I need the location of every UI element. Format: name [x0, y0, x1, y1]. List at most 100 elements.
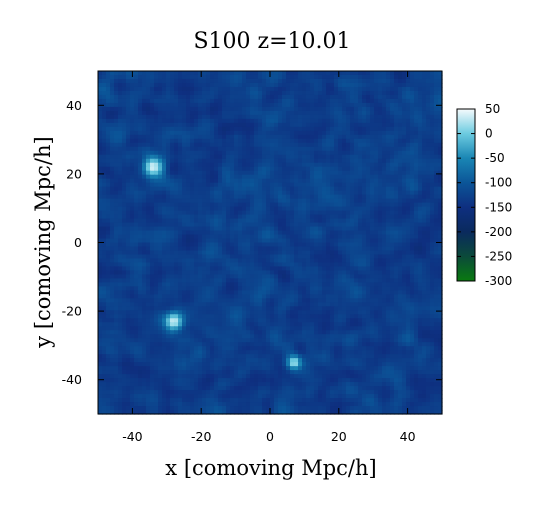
heatmap-cell	[414, 106, 419, 112]
heatmap-cell	[242, 170, 247, 176]
heatmap-cell	[250, 210, 255, 216]
heatmap-cell	[422, 286, 427, 291]
heatmap-cell	[158, 266, 163, 272]
heatmap-cell	[238, 118, 243, 124]
heatmap-cell	[330, 278, 335, 283]
heatmap-cell	[270, 254, 275, 260]
heatmap-cell	[210, 298, 215, 303]
heatmap-cell	[246, 234, 251, 240]
heatmap-cell	[286, 122, 291, 128]
heatmap-cell	[270, 130, 275, 136]
heatmap-cell	[98, 178, 103, 184]
heatmap-cell	[390, 214, 395, 220]
heatmap-cell	[278, 266, 283, 272]
heatmap-cell	[402, 114, 407, 120]
heatmap-cell	[286, 134, 291, 140]
heatmap-cell	[274, 130, 279, 136]
heatmap-cell	[418, 282, 423, 287]
heatmap-cell	[322, 282, 327, 287]
heatmap-cell	[402, 218, 407, 224]
heatmap-cell	[430, 74, 435, 80]
heatmap-cell	[426, 186, 431, 192]
heatmap-cell	[142, 82, 147, 88]
heatmap-cell	[254, 78, 259, 84]
heatmap-cell	[370, 246, 375, 252]
heatmap-cell	[414, 162, 419, 168]
heatmap-cell	[414, 142, 419, 148]
heatmap-cell	[146, 162, 151, 168]
heatmap-cell	[286, 214, 291, 220]
heatmap-cell	[210, 78, 215, 84]
heatmap-cell	[210, 254, 215, 260]
heatmap-cell	[354, 182, 359, 188]
heatmap-cell	[206, 278, 211, 283]
heatmap-cell	[314, 294, 319, 299]
heatmap-cell	[262, 206, 267, 212]
heatmap-cell	[274, 246, 279, 252]
heatmap-cell	[402, 78, 407, 84]
heatmap-cell	[410, 138, 415, 144]
heatmap-cell	[106, 82, 111, 88]
heatmap-cell	[378, 290, 383, 295]
heatmap-cell	[386, 178, 391, 184]
heatmap-cell	[230, 82, 235, 88]
heatmap-cell	[366, 242, 371, 248]
heatmap-cell	[290, 266, 295, 272]
heatmap-cell	[398, 142, 403, 148]
heatmap-cell	[182, 94, 187, 100]
heatmap-cell	[106, 250, 111, 256]
heatmap-cell	[394, 218, 399, 224]
heatmap-cell	[430, 186, 435, 192]
heatmap-cell	[146, 262, 151, 268]
heatmap-cell	[266, 254, 271, 260]
heatmap-cell	[366, 238, 371, 244]
heatmap-cell	[218, 258, 223, 264]
heatmap-cell	[410, 114, 415, 120]
heatmap-cell	[334, 290, 339, 295]
heatmap-cell	[182, 242, 187, 248]
heatmap-cell	[186, 214, 191, 220]
heatmap-cell	[182, 214, 187, 220]
heatmap-cell	[118, 154, 123, 160]
heatmap-cell	[386, 118, 391, 124]
heatmap-cell	[426, 298, 431, 303]
heatmap-cell	[418, 198, 423, 204]
heatmap-cell	[258, 282, 263, 287]
heatmap-cell	[298, 210, 303, 216]
heatmap-cell	[230, 102, 235, 108]
heatmap-cell	[130, 150, 135, 156]
heatmap-cell	[230, 238, 235, 244]
heatmap-cell	[174, 226, 179, 232]
heatmap-cell	[98, 190, 103, 196]
heatmap-cell	[338, 174, 343, 180]
heatmap-cell	[194, 294, 199, 299]
heatmap-cell	[322, 71, 327, 76]
heatmap-cell	[294, 78, 299, 84]
heatmap-cell	[106, 282, 111, 287]
heatmap-cell	[298, 270, 303, 276]
heatmap-cell	[262, 238, 267, 244]
heatmap-cell	[98, 222, 103, 228]
heatmap-cell	[406, 218, 411, 224]
heatmap-cell	[310, 298, 315, 303]
heatmap-cell	[366, 226, 371, 232]
heatmap-cell	[390, 234, 395, 240]
heatmap-cell	[278, 286, 283, 291]
heatmap-cell	[270, 258, 275, 264]
heatmap-cell	[214, 90, 219, 96]
heatmap-cell	[98, 262, 103, 268]
heatmap-cell	[302, 194, 307, 200]
heatmap-cell	[174, 126, 179, 132]
heatmap-cell	[98, 266, 103, 272]
heatmap-cell	[102, 71, 107, 76]
heatmap-cell	[234, 234, 239, 240]
heatmap-cell	[122, 302, 127, 307]
heatmap-cell	[126, 226, 131, 232]
heatmap-cell	[102, 158, 107, 164]
heatmap-cell	[150, 178, 155, 184]
heatmap-cell	[118, 102, 123, 108]
heatmap-cell	[354, 138, 359, 144]
heatmap-cell	[286, 238, 291, 244]
heatmap-cell	[270, 71, 275, 76]
heatmap-cell	[434, 154, 439, 160]
